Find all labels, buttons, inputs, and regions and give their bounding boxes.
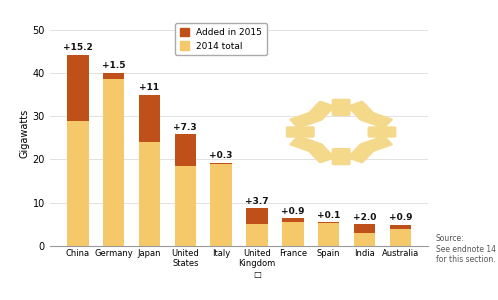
Bar bbox=[67, 55, 89, 121]
Bar bbox=[138, 94, 160, 142]
Text: +11: +11 bbox=[139, 83, 159, 92]
Text: +2.0: +2.0 bbox=[353, 213, 376, 222]
Bar bbox=[318, 222, 340, 223]
Bar bbox=[210, 164, 232, 246]
Y-axis label: Gigawatts: Gigawatts bbox=[20, 109, 30, 158]
Bar bbox=[246, 224, 268, 246]
Text: +15.2: +15.2 bbox=[63, 43, 93, 52]
Bar bbox=[174, 134, 196, 166]
Bar bbox=[354, 224, 375, 233]
Bar bbox=[282, 218, 304, 222]
Bar bbox=[103, 73, 124, 80]
Bar bbox=[174, 166, 196, 246]
Bar bbox=[389, 229, 411, 246]
Bar bbox=[246, 208, 268, 224]
Text: +0.3: +0.3 bbox=[210, 151, 233, 160]
Text: +3.7: +3.7 bbox=[245, 197, 269, 206]
Text: +0.9: +0.9 bbox=[388, 213, 412, 222]
Bar bbox=[354, 233, 375, 246]
Text: +7.3: +7.3 bbox=[173, 123, 197, 132]
Text: Source:
See endnote 14
for this section.: Source: See endnote 14 for this section. bbox=[436, 234, 496, 264]
Bar bbox=[138, 142, 160, 246]
Bar bbox=[282, 222, 304, 246]
Text: +0.9: +0.9 bbox=[281, 207, 305, 216]
Bar bbox=[389, 225, 411, 229]
Text: +1.5: +1.5 bbox=[102, 61, 125, 70]
Bar bbox=[210, 163, 232, 164]
Bar bbox=[318, 223, 340, 246]
Text: +0.1: +0.1 bbox=[317, 211, 340, 220]
Bar bbox=[103, 80, 124, 246]
Legend: Added in 2015, 2014 total: Added in 2015, 2014 total bbox=[175, 23, 266, 55]
Bar bbox=[67, 121, 89, 246]
